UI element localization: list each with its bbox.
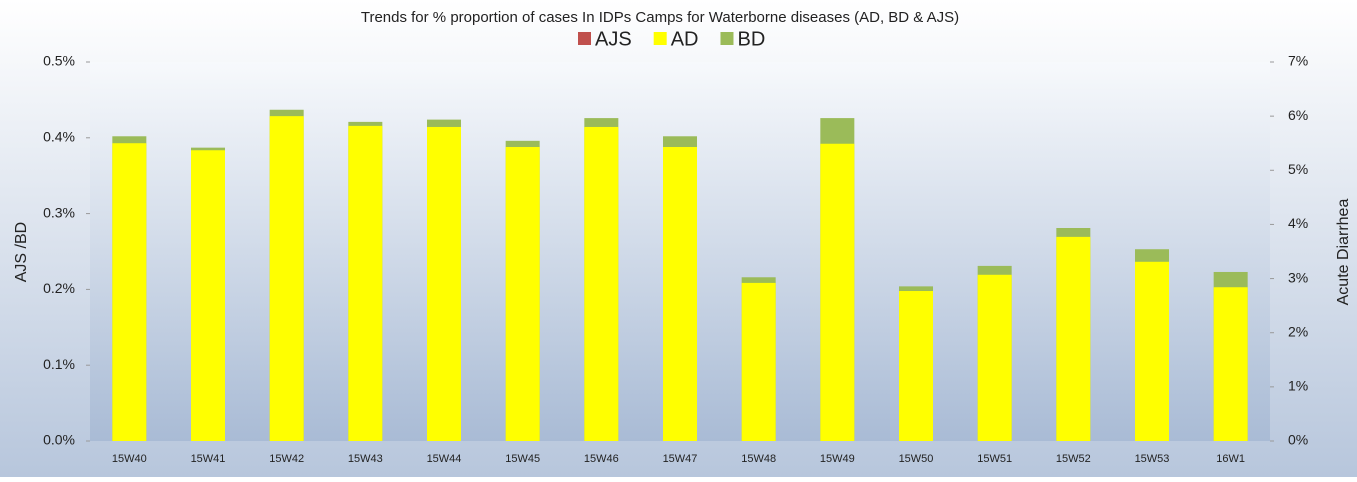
legend-swatch	[653, 32, 667, 45]
y-axis-label: AJS /BD	[13, 222, 30, 282]
y2-tick-label: 6%	[1288, 107, 1308, 123]
bar	[1213, 287, 1248, 441]
x-tick-label: 15W40	[112, 453, 147, 465]
y2-tick-label: 5%	[1288, 161, 1308, 177]
x-tick-label: 15W49	[820, 453, 855, 465]
y-tick-label: 0.3%	[43, 204, 75, 220]
chart-title: Trends for % proportion of cases In IDPs…	[361, 9, 959, 26]
y2-tick-label: 0%	[1288, 432, 1308, 448]
bar	[1135, 261, 1169, 441]
legend-swatch	[720, 32, 734, 45]
legend-label: AD	[671, 28, 699, 50]
legend-label: AJS	[595, 28, 632, 50]
bar	[584, 126, 619, 441]
bar	[348, 125, 383, 441]
x-tick-label: 15W45	[505, 453, 540, 465]
y2-tick-label: 3%	[1288, 269, 1308, 285]
bar	[1056, 236, 1091, 441]
bar	[741, 282, 776, 441]
bar	[505, 147, 540, 442]
y-tick-label: 0.4%	[43, 129, 75, 145]
y-tick-label: 0.2%	[43, 280, 75, 296]
x-tick-label: 15W46	[584, 453, 619, 465]
x-tick-label: 15W52	[1056, 453, 1091, 465]
x-tick-label: 15W53	[1135, 453, 1170, 465]
x-tick-label: 15W47	[663, 453, 698, 465]
x-tick-label: 15W48	[741, 453, 776, 465]
y2-tick-label: 1%	[1288, 378, 1308, 394]
y-tick-label: 0.0%	[43, 432, 75, 448]
x-tick-label: 15W41	[191, 453, 226, 465]
bar	[977, 274, 1012, 441]
y2-axis-label: Acute Diarrhea	[1335, 199, 1352, 306]
bar	[899, 291, 933, 441]
x-tick-label: 15W51	[977, 453, 1012, 465]
bar	[820, 143, 855, 441]
y-tick-label: 0.5%	[43, 53, 75, 69]
legend-label: BD	[737, 28, 765, 50]
x-tick-label: 16W1	[1216, 453, 1245, 465]
bar	[191, 150, 225, 441]
y2-tick-label: 7%	[1288, 53, 1308, 69]
x-tick-label: 15W42	[269, 453, 304, 465]
x-tick-label: 15W44	[427, 453, 462, 465]
x-tick-label: 15W43	[348, 453, 383, 465]
y-tick-label: 0.1%	[43, 356, 75, 372]
y2-tick-label: 4%	[1288, 215, 1308, 231]
x-tick-label: 15W50	[899, 453, 934, 465]
bar	[269, 116, 304, 442]
legend-swatch	[578, 32, 591, 45]
y2-tick-label: 2%	[1288, 323, 1308, 339]
bar	[427, 126, 461, 441]
bar	[663, 147, 697, 442]
bar	[112, 143, 147, 441]
